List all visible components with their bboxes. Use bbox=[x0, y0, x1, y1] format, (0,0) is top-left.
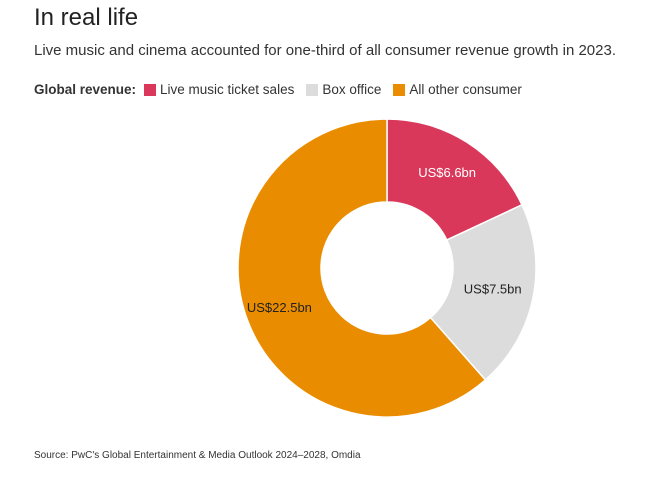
slice-live-music bbox=[386, 118, 523, 242]
slice-label-other-consumer: US$22.5bn bbox=[247, 300, 312, 315]
legend-title: Global revenue: bbox=[34, 82, 137, 97]
legend: Global revenue: Live music ticket sales … bbox=[34, 82, 534, 97]
legend-label-box-office: Box office bbox=[322, 82, 382, 97]
legend-swatch-live-music bbox=[144, 83, 157, 96]
legend-swatch-other-consumer bbox=[393, 83, 406, 96]
slice-box-office bbox=[429, 203, 537, 381]
legend-label-live-music: Live music ticket sales bbox=[160, 82, 295, 97]
legend-swatch-box-office bbox=[306, 83, 319, 96]
legend-item-other-consumer: All other consumer bbox=[393, 82, 522, 97]
slice-label-box-office: US$7.5bn bbox=[464, 282, 522, 297]
slice-other-consumer bbox=[237, 118, 487, 418]
chart-subtitle: Live music and cinema accounted for one-… bbox=[34, 42, 616, 59]
legend-item-live-music: Live music ticket sales bbox=[144, 82, 294, 97]
chart-title: In real life bbox=[34, 4, 139, 31]
legend-item-box-office: Box office bbox=[306, 82, 381, 97]
legend-label-other-consumer: All other consumer bbox=[409, 82, 522, 97]
source-note: Source: PwC's Global Entertainment & Med… bbox=[34, 450, 361, 461]
slice-label-live-music: US$6.6bn bbox=[418, 165, 476, 180]
